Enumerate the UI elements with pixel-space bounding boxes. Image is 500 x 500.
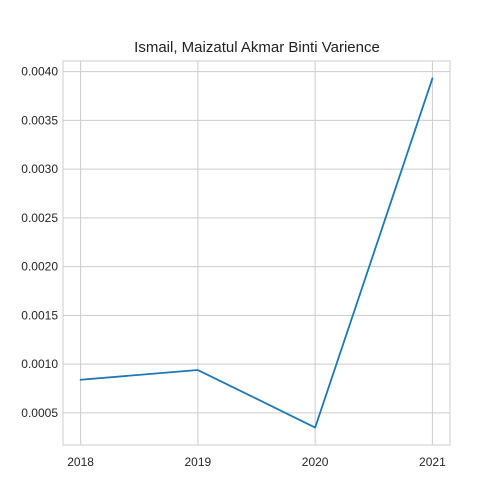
- grid: [63, 61, 450, 445]
- x-tick-label: 2018: [67, 455, 94, 469]
- y-tick-label: 0.0020: [21, 260, 58, 274]
- series-layer: [79, 77, 434, 429]
- y-tick-label: 0.0025: [21, 211, 58, 225]
- x-tick-label: 2019: [185, 455, 212, 469]
- y-tick-label: 0.0030: [21, 162, 58, 176]
- y-axis-ticks: 0.0005 0.0010 0.0015 0.0020 0.0025 0.0030 0.00…: [21, 65, 58, 420]
- chart-title: Ismail, Maizatul Akmar Binti Varience: [134, 39, 380, 56]
- x-tick-label: 2020: [302, 455, 329, 469]
- plot-frame: [62, 60, 451, 446]
- x-tick-label: 2021: [419, 455, 446, 469]
- y-tick-label: 0.0040: [21, 65, 58, 79]
- series-line: [79, 77, 434, 429]
- y-tick-label: 0.0005: [21, 406, 58, 420]
- x-axis-ticks: 2018 2019 2020 2021: [67, 455, 446, 469]
- y-tick-label: 0.0035: [21, 113, 58, 127]
- y-tick-label: 0.0015: [21, 308, 58, 322]
- y-tick-label: 0.0010: [21, 357, 58, 371]
